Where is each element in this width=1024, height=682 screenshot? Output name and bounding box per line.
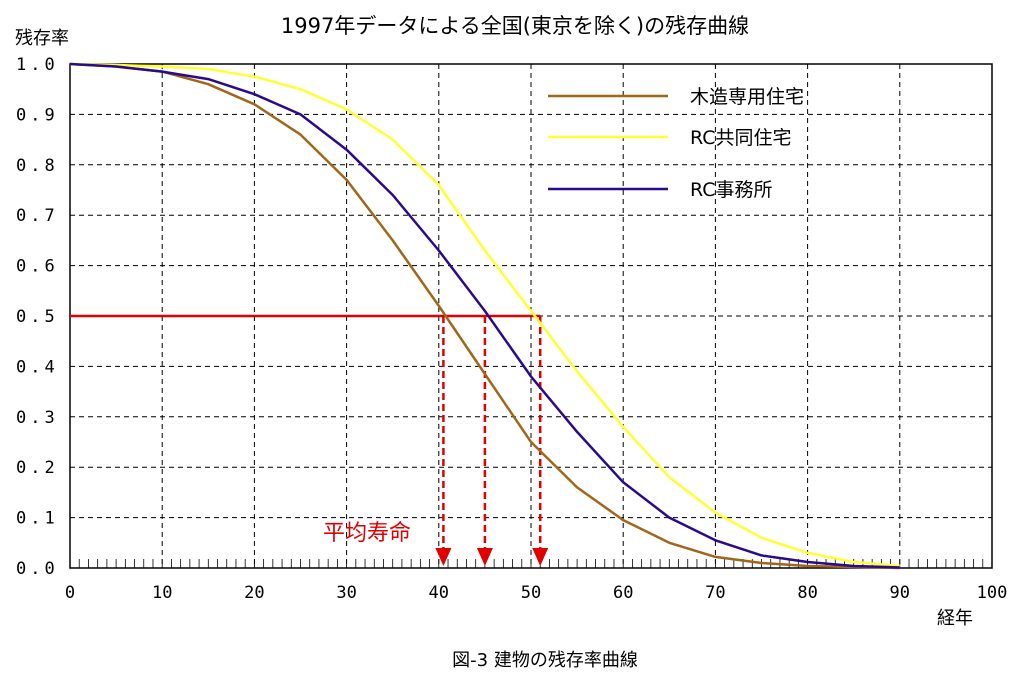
arrow-head: [532, 548, 549, 566]
arrow-head: [435, 548, 452, 566]
series-line-0: [69, 62, 900, 570]
x-tick-label: 100: [977, 583, 1008, 603]
y-tick-label: 0.2: [16, 458, 59, 478]
y-tick-label: 1.0: [16, 55, 59, 75]
arrow-head: [476, 548, 493, 566]
y-tick-label: 0.5: [16, 307, 59, 327]
y-tick-label: 0.0: [16, 559, 59, 579]
reference-lines: [70, 314, 549, 566]
x-tick-label: 90: [890, 583, 910, 603]
y-tick-label: 0.9: [16, 105, 59, 125]
legend: 木造専用住宅 RC共同住宅 RC事務所: [548, 86, 804, 201]
x-tick-label: 20: [244, 583, 264, 603]
y-tick-label: 0.1: [16, 509, 59, 529]
x-tick-label: 0: [65, 583, 75, 603]
x-tick-label: 10: [152, 583, 172, 603]
x-tick-label: 60: [613, 583, 633, 603]
y-axis-label: 残存率: [15, 28, 69, 49]
legend-label: RC共同住宅: [690, 127, 792, 149]
y-tick-label: 0.4: [16, 357, 59, 377]
y-tick-label: 0.8: [16, 156, 59, 176]
legend-label: RC事務所: [690, 179, 773, 201]
x-tick-label: 80: [797, 583, 817, 603]
series-line-2: [69, 62, 900, 569]
x-tick-label: 70: [705, 583, 725, 603]
x-tick-label: 30: [336, 583, 356, 603]
legend-label: 木造専用住宅: [690, 86, 804, 108]
x-tick-label: 50: [521, 583, 541, 603]
y-tick-label: 0.7: [16, 206, 59, 226]
mean-lifetime-annotation: 平均寿命: [323, 521, 411, 546]
chart-title: 1997年データによる全国(東京を除く)の残存曲線: [281, 14, 749, 38]
series-line-1: [69, 62, 900, 568]
series-lines: [69, 62, 900, 570]
x-axis-label: 経年: [937, 608, 973, 629]
tick-labels: 0 10 20 30 40 50 60 70 80 90 100 0.0 0.1 0.2 0.3 0.4 0.5…: [16, 55, 1007, 603]
y-tick-label: 0.3: [16, 408, 59, 428]
x-tick-label: 40: [429, 583, 449, 603]
figure-caption: 図-3 建物の残存率曲線: [452, 650, 638, 671]
y-tick-label: 0.6: [16, 257, 59, 277]
